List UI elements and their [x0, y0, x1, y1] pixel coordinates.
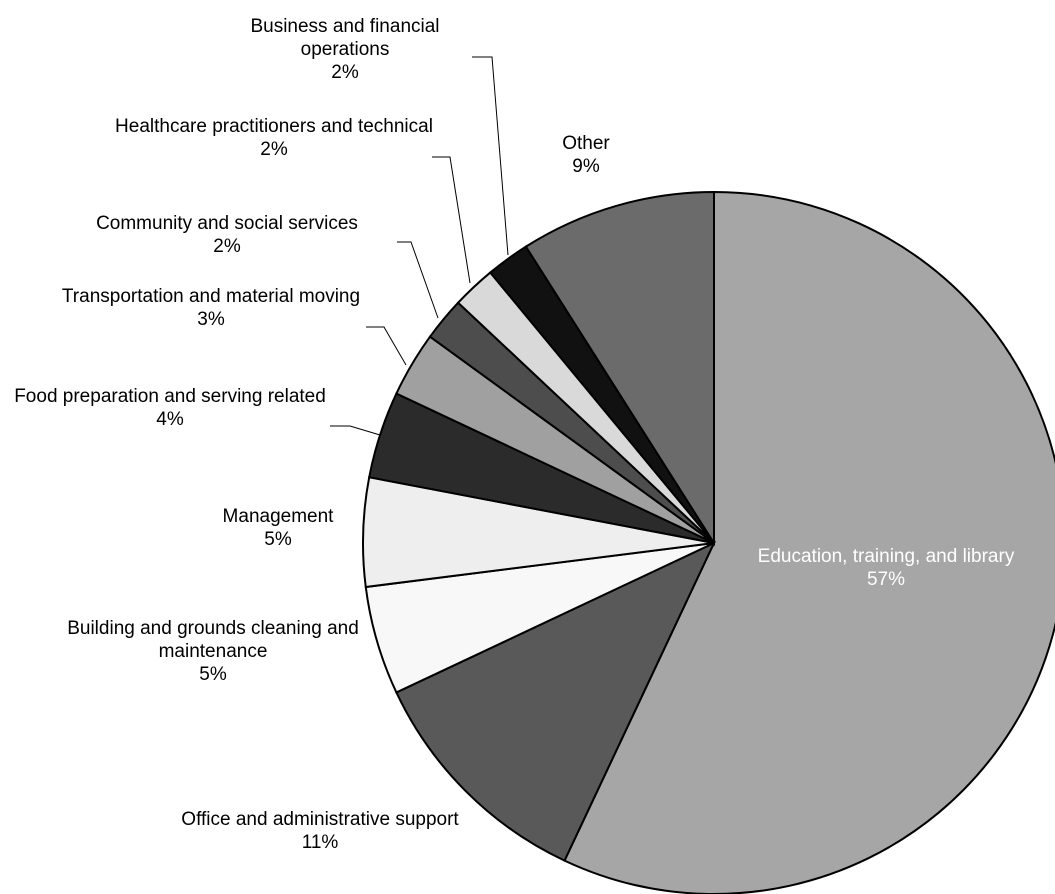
value-label: 57% — [866, 569, 906, 590]
slice-label: Other 9% — [526, 132, 646, 178]
category-name: Education, training, and library — [757, 546, 1015, 567]
pie-slice — [563, 190, 1055, 894]
value-label: 2% — [213, 236, 241, 257]
slice-label: Building and grounds cleaning and mainte… — [33, 617, 393, 686]
slice-label: Food preparation and serving related 4% — [0, 385, 340, 431]
category-name: Community and social services — [96, 213, 358, 234]
value-label: 4% — [156, 409, 184, 430]
slice-label: Management 5% — [178, 505, 378, 551]
slice-label: Business and financial operations 2% — [215, 15, 475, 84]
slice-label: Education, training, and library 57% — [746, 545, 1026, 591]
leader-line — [472, 56, 509, 256]
category-name: Management — [222, 506, 334, 527]
value-label: 11% — [301, 832, 339, 853]
slice-label: Community and social services 2% — [47, 212, 407, 258]
value-label: 5% — [264, 529, 292, 550]
category-name: Healthcare practitioners and technical — [115, 116, 433, 137]
category-name: Food preparation and serving related — [14, 386, 326, 407]
leader-line — [432, 156, 471, 284]
pie-slice — [524, 190, 715, 547]
value-label: 9% — [572, 156, 600, 177]
category-name: Other — [562, 133, 610, 154]
slice-label: Transportation and material moving 3% — [56, 285, 366, 331]
leader-line — [366, 326, 407, 366]
category-name: Transportation and material moving — [61, 286, 361, 307]
value-label: 3% — [197, 309, 225, 330]
value-label: 2% — [331, 62, 359, 83]
slice-label: Healthcare practitioners and technical 2% — [114, 115, 434, 161]
category-name: Business and financial operations — [250, 16, 440, 60]
value-label: 2% — [260, 139, 288, 160]
value-label: 5% — [199, 664, 227, 685]
leader-line — [397, 241, 439, 319]
slice-label: Office and administrative support 11% — [170, 808, 470, 854]
leader-line — [330, 425, 381, 436]
category-name: Building and grounds cleaning and mainte… — [67, 618, 359, 662]
category-name: Office and administrative support — [181, 809, 459, 830]
pie-slice — [395, 540, 717, 862]
